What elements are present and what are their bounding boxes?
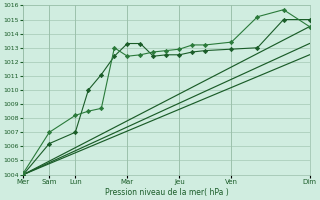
X-axis label: Pression niveau de la mer( hPa ): Pression niveau de la mer( hPa )	[105, 188, 228, 197]
